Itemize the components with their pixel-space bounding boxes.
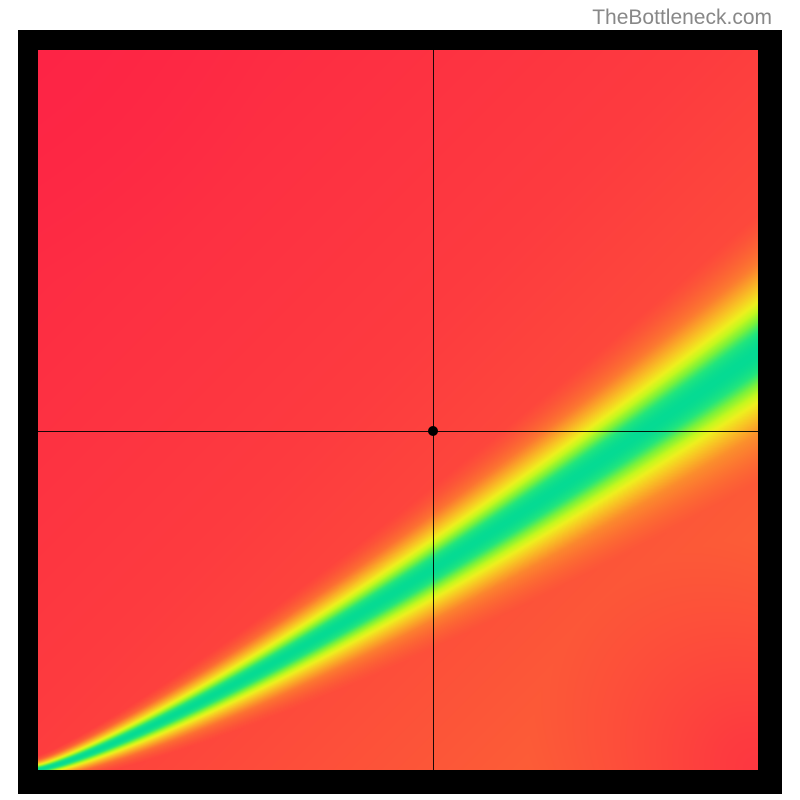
chart-container: TheBottleneck.com: [0, 0, 800, 800]
marker-point: [428, 426, 438, 436]
crosshair-vertical: [433, 50, 434, 770]
heatmap-canvas: [38, 50, 758, 770]
watermark-text: TheBottleneck.com: [592, 6, 772, 30]
crosshair-horizontal: [38, 431, 758, 432]
outer-border: [18, 30, 782, 794]
plot-area: [38, 50, 758, 770]
